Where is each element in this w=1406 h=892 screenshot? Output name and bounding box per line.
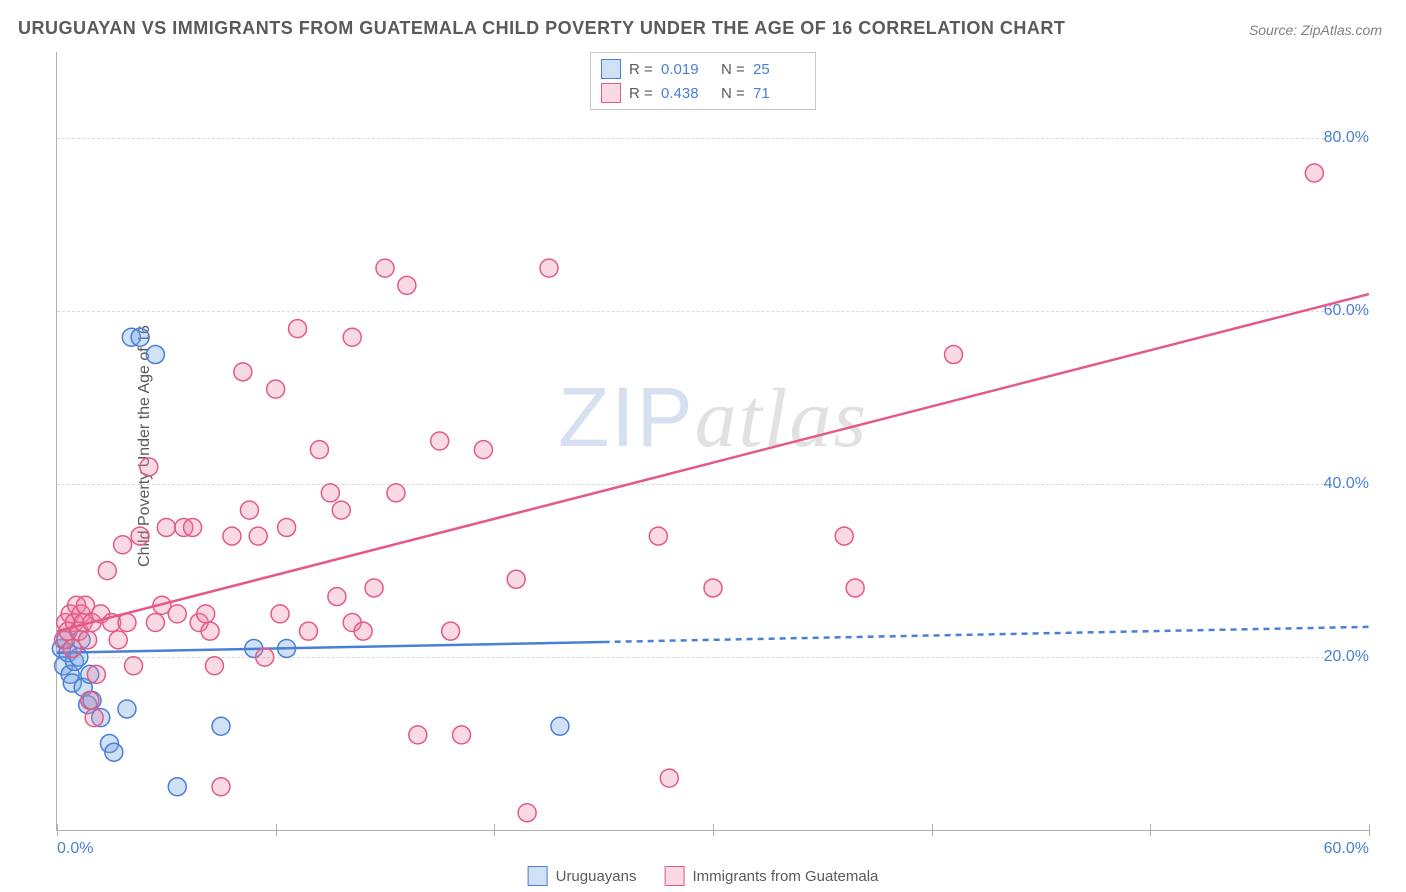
scatter-point (168, 778, 186, 796)
scatter-point (474, 441, 492, 459)
scatter-point (551, 717, 569, 735)
scatter-point (365, 579, 383, 597)
r-label: R = (629, 85, 653, 102)
scatter-point (184, 518, 202, 536)
r-label: R = (629, 61, 653, 78)
scatter-point (234, 363, 252, 381)
scatter-point (332, 501, 350, 519)
plot-area: ZIPatlas 20.0%40.0%60.0%80.0%0.0%60.0% (56, 52, 1369, 831)
n-label: N = (721, 85, 745, 102)
scatter-point (540, 259, 558, 277)
scatter-point (398, 276, 416, 294)
scatter-point (835, 527, 853, 545)
scatter-point (125, 657, 143, 675)
x-tick-label: 0.0% (57, 840, 93, 858)
legend-swatch (665, 866, 685, 886)
x-tick-label: 60.0% (1324, 840, 1369, 858)
scatter-point (131, 328, 149, 346)
scatter-point (267, 380, 285, 398)
scatter-point (212, 717, 230, 735)
scatter-point (278, 518, 296, 536)
scatter-point (453, 726, 471, 744)
series-label: Uruguayans (556, 868, 637, 885)
scatter-point (289, 320, 307, 338)
chart-svg (57, 52, 1369, 830)
scatter-point (81, 691, 99, 709)
scatter-point (157, 518, 175, 536)
scatter-point (310, 441, 328, 459)
scatter-point (98, 562, 116, 580)
scatter-point (109, 631, 127, 649)
scatter-point (79, 631, 97, 649)
scatter-point (271, 605, 289, 623)
legend-swatch (601, 59, 621, 79)
correlation-legend-row: R = 0.438 N = 71 (601, 81, 805, 105)
scatter-point (945, 346, 963, 364)
scatter-point (146, 614, 164, 632)
scatter-point (442, 622, 460, 640)
scatter-point (660, 769, 678, 787)
r-value: 0.019 (661, 61, 713, 78)
scatter-point (354, 622, 372, 640)
scatter-point (249, 527, 267, 545)
scatter-point (1305, 164, 1323, 182)
scatter-point (240, 501, 258, 519)
scatter-point (201, 622, 219, 640)
series-legend: Uruguayans Immigrants from Guatemala (520, 866, 887, 886)
scatter-point (114, 536, 132, 554)
scatter-point (105, 743, 123, 761)
scatter-point (168, 605, 186, 623)
scatter-point (518, 804, 536, 822)
scatter-point (704, 579, 722, 597)
regression-line-extrapolated (604, 627, 1369, 642)
n-value: 25 (753, 61, 805, 78)
series-legend-item: Uruguayans (528, 866, 637, 886)
scatter-point (85, 709, 103, 727)
scatter-point (131, 527, 149, 545)
source-attribution: Source: ZipAtlas.com (1249, 22, 1382, 38)
scatter-point (343, 328, 361, 346)
n-label: N = (721, 61, 745, 78)
scatter-point (118, 700, 136, 718)
series-label: Immigrants from Guatemala (693, 868, 879, 885)
scatter-point (387, 484, 405, 502)
n-value: 71 (753, 85, 805, 102)
scatter-point (299, 622, 317, 640)
x-tick-mark (1369, 824, 1370, 836)
scatter-point (212, 778, 230, 796)
correlation-legend: R = 0.019 N = 25 R = 0.438 N = 71 (590, 52, 816, 110)
regression-line (57, 642, 604, 653)
legend-swatch (528, 866, 548, 886)
scatter-point (256, 648, 274, 666)
scatter-point (197, 605, 215, 623)
r-value: 0.438 (661, 85, 713, 102)
scatter-point (140, 458, 158, 476)
correlation-legend-row: R = 0.019 N = 25 (601, 57, 805, 81)
scatter-point (507, 570, 525, 588)
scatter-point (649, 527, 667, 545)
scatter-point (321, 484, 339, 502)
scatter-point (846, 579, 864, 597)
scatter-point (431, 432, 449, 450)
scatter-point (118, 614, 136, 632)
scatter-point (328, 588, 346, 606)
series-legend-item: Immigrants from Guatemala (665, 866, 879, 886)
scatter-point (87, 665, 105, 683)
legend-swatch (601, 83, 621, 103)
chart-title: URUGUAYAN VS IMMIGRANTS FROM GUATEMALA C… (18, 18, 1065, 39)
scatter-point (205, 657, 223, 675)
scatter-point (376, 259, 394, 277)
scatter-point (223, 527, 241, 545)
scatter-point (409, 726, 427, 744)
scatter-point (146, 346, 164, 364)
